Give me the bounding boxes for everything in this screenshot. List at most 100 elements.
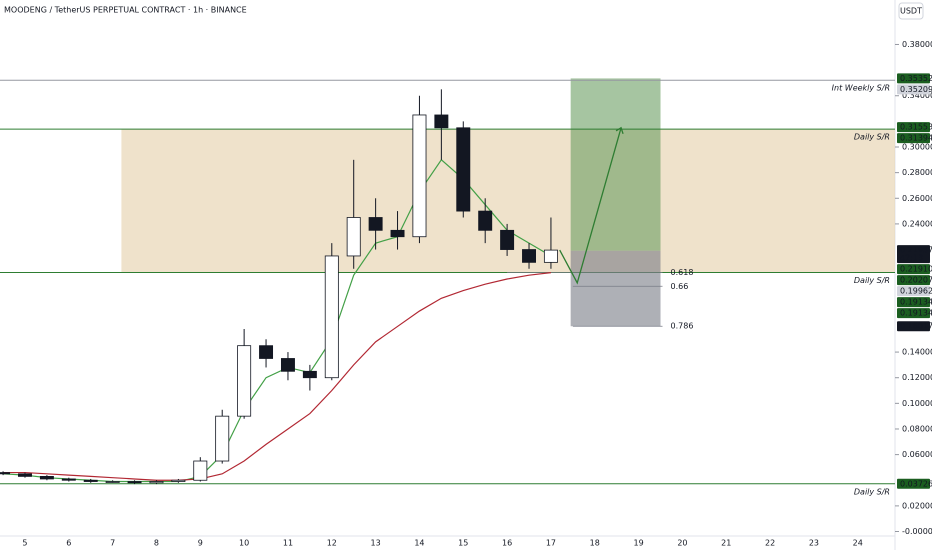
x-tick-label: 5 bbox=[22, 539, 27, 548]
candle-body bbox=[127, 481, 142, 484]
y-tick-label: 0.38000 bbox=[902, 40, 932, 49]
candle-body bbox=[39, 476, 54, 480]
candle-body bbox=[346, 217, 361, 257]
y-tick-label: 0.06000 bbox=[902, 450, 932, 459]
x-tick-label: 17 bbox=[546, 539, 556, 548]
x-tick-label: 16 bbox=[502, 539, 512, 548]
candle-body bbox=[280, 358, 295, 372]
x-tick-label: 21 bbox=[721, 539, 731, 548]
sr-label: Int Weekly S/R bbox=[832, 84, 890, 93]
x-tick-label: 11 bbox=[283, 539, 293, 548]
x-tick-label: 8 bbox=[154, 539, 159, 548]
price-badge bbox=[897, 245, 930, 264]
x-tick-label: 24 bbox=[853, 539, 863, 548]
price-badge-label: 0.21957 bbox=[900, 246, 932, 255]
price-badge-label: 0.20207 bbox=[900, 276, 932, 285]
y-tick-label: 0.30000 bbox=[902, 143, 932, 152]
candle-body bbox=[500, 229, 515, 250]
y-tick-label: 0.12000 bbox=[902, 373, 932, 382]
price-badge-label: 0.03726 bbox=[900, 479, 932, 488]
stop-box bbox=[570, 250, 661, 327]
price-badge bbox=[897, 297, 930, 308]
candle-body bbox=[412, 114, 427, 238]
x-tick-label: 10 bbox=[239, 539, 249, 548]
candle-body bbox=[543, 249, 558, 263]
price-badge-label: 0.19962 bbox=[900, 287, 932, 296]
price-badge bbox=[897, 73, 930, 84]
plot: Int Weekly S/R Daily S/R Daily S/R Daily S/… bbox=[0, 78, 895, 496]
price-badge-label: 0.31553 bbox=[900, 123, 932, 132]
candle-body bbox=[434, 114, 449, 129]
candle-body bbox=[18, 473, 32, 477]
candle-body bbox=[237, 345, 252, 417]
candle-body bbox=[61, 478, 76, 481]
candle-body bbox=[259, 345, 274, 359]
x-tick-label: 19 bbox=[634, 539, 644, 548]
x-tick-label: 14 bbox=[414, 539, 424, 548]
candle-body bbox=[368, 217, 383, 231]
candle-body bbox=[83, 479, 98, 482]
arrow-head bbox=[615, 126, 624, 134]
sr-zone bbox=[121, 129, 895, 273]
candle-body bbox=[149, 481, 164, 484]
candle-body bbox=[390, 229, 405, 238]
price-badge bbox=[897, 308, 930, 319]
currency-label[interactable]: USDT bbox=[900, 7, 922, 16]
target-box bbox=[570, 78, 661, 251]
candle-body bbox=[193, 460, 208, 481]
candle-body bbox=[302, 370, 317, 379]
x-tick-label: 20 bbox=[677, 539, 687, 548]
x-tick-label: 9 bbox=[198, 539, 203, 548]
y-tick-label: 0.24000 bbox=[902, 219, 932, 228]
moving-average bbox=[3, 272, 552, 481]
x-tick-label: 12 bbox=[327, 539, 337, 548]
price-badge-label: 0.35209 bbox=[900, 85, 932, 94]
fib-label: 0.786 bbox=[671, 322, 694, 331]
price-badge bbox=[897, 286, 930, 297]
x-tick-label: 23 bbox=[809, 539, 819, 548]
candle-body bbox=[478, 210, 493, 231]
x-tick-label: 13 bbox=[371, 539, 381, 548]
price-badge bbox=[897, 133, 930, 144]
x-tick-label: 18 bbox=[590, 539, 600, 548]
candle-body bbox=[522, 249, 536, 263]
price-badge-label: 0.21910 bbox=[900, 265, 932, 274]
price-badge-label: 0.19134 bbox=[900, 298, 932, 307]
price-badge bbox=[897, 478, 930, 489]
x-tick-label: 7 bbox=[110, 539, 115, 548]
price-badge bbox=[897, 264, 930, 275]
x-tick-label: 15 bbox=[458, 539, 468, 548]
y-tick-label: 0.10000 bbox=[902, 399, 932, 408]
y-tick-label: 0.34000 bbox=[902, 91, 932, 100]
price-badge bbox=[897, 275, 930, 286]
x-tick-label: 22 bbox=[765, 539, 775, 548]
currency-button[interactable] bbox=[898, 2, 924, 20]
y-tick-label: 0.08000 bbox=[902, 424, 932, 433]
y-tick-label: 0.02000 bbox=[902, 501, 932, 510]
sr-label: Daily S/R bbox=[854, 276, 890, 285]
price-badge bbox=[897, 84, 930, 95]
y-tick-label: 0.14000 bbox=[902, 348, 932, 357]
price-badge-label: 0.16017 bbox=[900, 322, 932, 331]
price-badge bbox=[897, 122, 930, 133]
fib-label: 0.66 bbox=[671, 282, 689, 291]
candle-body bbox=[215, 415, 230, 462]
projection-arrow bbox=[559, 127, 622, 285]
sr-label: Daily S/R bbox=[854, 487, 890, 496]
countdown: 42:13 bbox=[900, 254, 923, 263]
sr-label: Daily S/R bbox=[854, 133, 890, 142]
y-tick-label: 0.26000 bbox=[902, 194, 932, 203]
candle-body bbox=[105, 481, 120, 483]
fib-label: 0.618 bbox=[671, 268, 694, 277]
y-tick-label: 0.28000 bbox=[902, 168, 932, 177]
price-badge-label: 0.31394 bbox=[900, 134, 932, 143]
candle-body bbox=[0, 472, 11, 475]
chart-title: MOODENG / TetherUS PERPETUAL CONTRACT · … bbox=[4, 6, 247, 15]
price-badge-label: 0.35352 bbox=[900, 74, 932, 83]
candle-body bbox=[324, 255, 339, 379]
price-badge bbox=[897, 321, 930, 332]
price-badge-label: 0.19134 bbox=[900, 309, 932, 318]
